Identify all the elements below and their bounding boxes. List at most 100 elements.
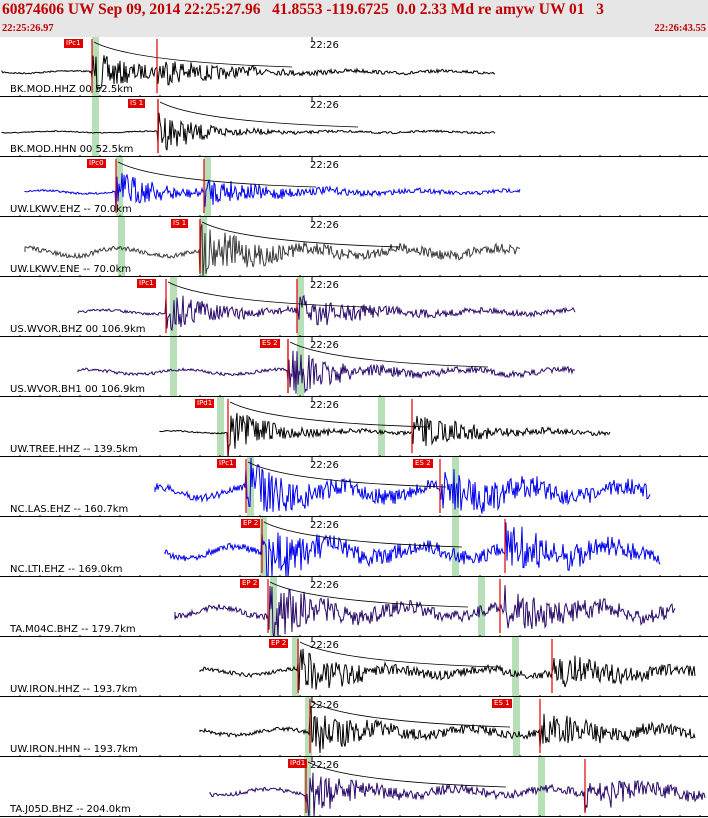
minute-label: 22:26 bbox=[310, 760, 339, 771]
coda-curve bbox=[159, 101, 359, 128]
time-end: 22:26:43.55 bbox=[654, 23, 706, 34]
trace-panel[interactable]: BK.MOD.HHN 00 52.5km IS 1 22:26 bbox=[0, 97, 708, 157]
pick-label[interactable]: IS 1 bbox=[171, 219, 189, 228]
minute-label: 22:26 bbox=[310, 520, 339, 531]
trace-panel[interactable]: UW.IRON.HHN -- 193.7km ES 1 22:26 bbox=[0, 697, 708, 757]
panel-divider bbox=[0, 516, 708, 517]
pick-label[interactable]: EP 2 bbox=[240, 579, 260, 588]
panel-divider bbox=[0, 396, 708, 397]
pick-label[interactable]: IS 1 bbox=[128, 99, 146, 108]
pick-label[interactable]: EP 2 bbox=[241, 519, 261, 528]
seismogram-plot: BK.MOD.HHZ 00 52.5km IPc1 22:26 BK.MOD.HHN… bbox=[0, 37, 708, 818]
waveform-trace bbox=[77, 350, 576, 394]
waveform-trace bbox=[154, 457, 651, 514]
coda-curve bbox=[311, 701, 511, 728]
waveform-trace bbox=[199, 705, 696, 754]
panel-divider bbox=[0, 156, 708, 157]
pick-label[interactable]: IPc1 bbox=[137, 279, 156, 288]
coda-curve bbox=[289, 341, 489, 368]
station-label: US.WVOR.BH1 00 106.9km bbox=[10, 384, 146, 395]
time-start: 22:25:26.97 bbox=[2, 23, 54, 34]
waveform-trace bbox=[159, 412, 611, 457]
pick-label[interactable]: ES 2 bbox=[260, 339, 280, 348]
pick-label[interactable]: IPd1 bbox=[195, 399, 215, 408]
coda-curve bbox=[229, 401, 429, 428]
trace-panel[interactable]: NC.LAS.EHZ -- 160.7km IPc1 ES 2 22:26 bbox=[0, 457, 708, 517]
phase-window bbox=[270, 577, 277, 637]
coda-curve bbox=[167, 281, 367, 308]
phase-window bbox=[513, 697, 520, 757]
station-label: TA.M04C.BHZ -- 179.7km bbox=[10, 624, 136, 635]
waveform-svg bbox=[19, 517, 701, 577]
phase-window bbox=[170, 337, 177, 397]
station-label: UW.LKWV.ENE -- 70.0km bbox=[10, 264, 132, 275]
phase-window bbox=[292, 637, 299, 697]
coda-curve bbox=[269, 581, 469, 608]
waveform-trace bbox=[174, 585, 676, 637]
trace-panel[interactable]: UW.LKWV.ENE -- 70.0km IS 1 22:26 bbox=[0, 217, 708, 277]
trace-panel[interactable]: TA.J05D.BHZ -- 204.0km IPd1 22:26 bbox=[0, 757, 708, 817]
phase-window bbox=[305, 697, 312, 757]
panel-divider bbox=[0, 336, 708, 337]
station-label: US.WVOR.BHZ 00 106.9km bbox=[10, 324, 146, 335]
coda-curve bbox=[263, 521, 463, 548]
phase-window bbox=[378, 397, 385, 457]
trace-panel[interactable]: BK.MOD.HHZ 00 52.5km IPc1 22:26 bbox=[0, 37, 708, 97]
trace-panel[interactable]: UW.LKWV.EHZ -- 70.0km IPc0 22:26 bbox=[0, 157, 708, 217]
phase-window bbox=[217, 397, 224, 457]
pick-label[interactable]: ES 1 bbox=[492, 699, 512, 708]
minute-label: 22:26 bbox=[310, 580, 339, 591]
phase-window bbox=[304, 757, 311, 817]
minute-label: 22:26 bbox=[310, 160, 339, 171]
minute-label: 22:26 bbox=[310, 280, 339, 291]
waveform-trace bbox=[1, 55, 496, 92]
panel-divider bbox=[0, 96, 708, 97]
panel-divider bbox=[0, 276, 708, 277]
coda-curve bbox=[117, 161, 317, 188]
minute-label: 22:26 bbox=[310, 340, 339, 351]
coda-curve bbox=[93, 41, 293, 68]
waveform-trace bbox=[24, 224, 521, 277]
coda-curve bbox=[299, 641, 499, 668]
header-bar: 60874606 UW Sep 09, 2014 22:25:27.96 41.… bbox=[0, 0, 708, 37]
pick-label[interactable]: IPc1 bbox=[217, 459, 236, 468]
trace-panel[interactable]: UW.IRON.HHZ -- 193.7km EP 2 22:26 bbox=[0, 637, 708, 697]
station-label: BK.MOD.HHZ 00 52.5km bbox=[10, 84, 133, 95]
minute-label: 22:26 bbox=[310, 220, 339, 231]
station-label: TA.J05D.BHZ -- 204.0km bbox=[10, 804, 131, 815]
minute-label: 22:26 bbox=[310, 460, 339, 471]
minute-label: 22:26 bbox=[310, 400, 339, 411]
waveform-svg bbox=[19, 157, 701, 217]
waveform-svg bbox=[19, 757, 706, 817]
pick-label[interactable]: IPc0 bbox=[87, 159, 106, 168]
pick-label[interactable]: IPd1 bbox=[288, 759, 308, 768]
panel-divider bbox=[0, 216, 708, 217]
waveform-trace bbox=[77, 294, 576, 332]
phase-window bbox=[200, 217, 207, 277]
panel-divider bbox=[0, 756, 708, 757]
station-label: UW.IRON.HHN -- 193.7km bbox=[10, 744, 138, 755]
minute-label: 22:26 bbox=[310, 700, 339, 711]
trace-panel[interactable]: UW.TREE.HHZ -- 139.5km IPd1 22:26 bbox=[0, 397, 708, 457]
pick-label[interactable]: EP 2 bbox=[269, 639, 289, 648]
coda-curve bbox=[307, 761, 507, 788]
coda-curve bbox=[201, 221, 401, 248]
station-label: BK.MOD.HHN 00 52.5km bbox=[10, 144, 134, 155]
station-label: UW.IRON.HHZ -- 193.7km bbox=[10, 684, 138, 695]
waveform-trace bbox=[199, 648, 696, 691]
waveform-trace bbox=[164, 522, 661, 577]
station-label: NC.LAS.EHZ -- 160.7km bbox=[10, 504, 129, 515]
waveform-trace bbox=[24, 173, 521, 211]
station-label: NC.LTI.EHZ -- 169.0km bbox=[10, 564, 123, 575]
trace-panel[interactable]: US.WVOR.BH1 00 106.9km ES 2 22:26 bbox=[0, 337, 708, 397]
phase-window bbox=[297, 277, 304, 337]
trace-panel[interactable]: NC.LTI.EHZ -- 169.0km EP 2 22:26 bbox=[0, 517, 708, 577]
trace-panel[interactable]: US.WVOR.BHZ 00 106.9km IPc1 22:26 bbox=[0, 277, 708, 337]
minute-label: 22:26 bbox=[310, 40, 339, 51]
phase-window bbox=[92, 97, 99, 157]
station-label: UW.TREE.HHZ -- 139.5km bbox=[10, 444, 138, 455]
panel-divider bbox=[0, 696, 708, 697]
trace-panel[interactable]: TA.M04C.BHZ -- 179.7km EP 2 22:26 bbox=[0, 577, 708, 637]
pick-label-secondary[interactable]: ES 2 bbox=[413, 459, 433, 468]
pick-label[interactable]: IPc1 bbox=[64, 39, 83, 48]
